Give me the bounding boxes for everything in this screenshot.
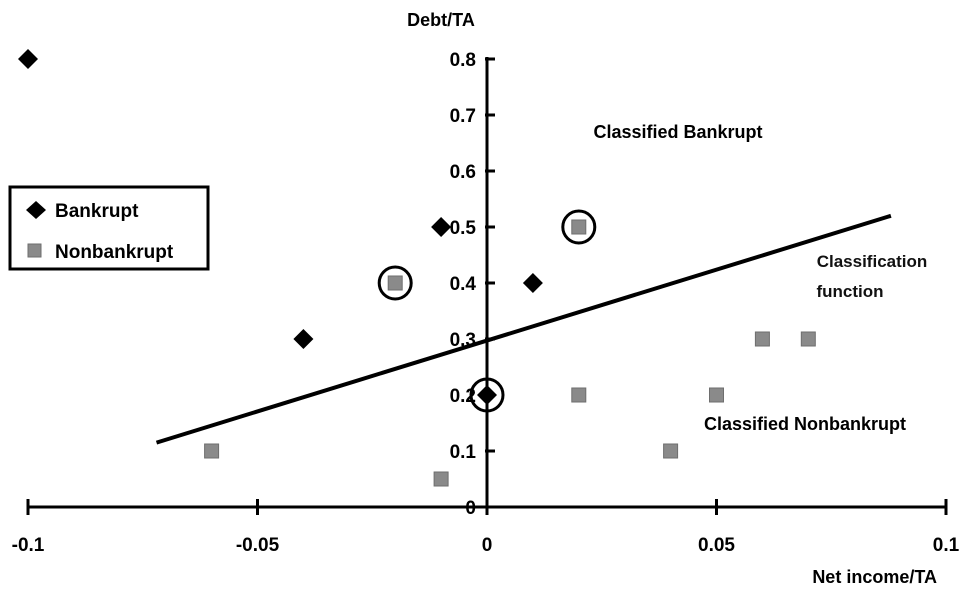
nonbankrupt-point (571, 387, 587, 403)
y-tick-label: 0.8 (450, 50, 476, 71)
annotation-classified-nonbankrupt: Classified Nonbankrupt (704, 414, 906, 434)
legend: Bankrupt Nonbankrupt (8, 185, 210, 271)
y-tick-label: 0.1 (450, 442, 477, 463)
tick-labels: -0.1 -0.05 0 0.05 0.1 0 0.1 0.2 0.3 0.4 0.5 0.6 0.7 0… (12, 50, 960, 556)
legend-label-nonbankrupt: Nonbankrupt (55, 242, 174, 263)
bankrupt-point (293, 329, 314, 349)
nonbankrupt-point (387, 275, 403, 291)
y-tick-label: 0.7 (450, 106, 476, 127)
x-tick-label: -0.05 (236, 535, 280, 556)
data-points (18, 49, 816, 487)
nonbankrupt-point (663, 443, 679, 459)
y-tick-label: 0 (465, 498, 476, 519)
nonbankrupt-point (571, 219, 587, 235)
bankrupt-point (522, 273, 543, 293)
legend-box (8, 185, 210, 271)
nonbankrupt-point (754, 331, 770, 347)
annotation-classification-function-line1: Classification (817, 252, 928, 271)
x-tick-label: 0.1 (933, 535, 960, 556)
nonbankrupt-point (800, 331, 816, 347)
legend-bankrupt-marker (26, 201, 46, 219)
bankrupt-point (477, 385, 497, 405)
misclassified-circle (469, 377, 505, 413)
nonbankrupt-point (709, 387, 724, 403)
nonbankrupt-point (204, 443, 220, 459)
annotation-classified-bankrupt: Classified Bankrupt (593, 122, 762, 142)
y-tick-label: 0.3 (450, 330, 476, 351)
bankrupt-point (431, 217, 452, 237)
x-axis-title: Net income/TA (812, 567, 937, 587)
legend-nonbankrupt-marker (27, 243, 42, 258)
nonbankrupt-point (433, 471, 449, 487)
misclassified-circle (561, 209, 597, 245)
x-tick-label: 0 (482, 535, 493, 556)
misclassified-circle (377, 265, 413, 301)
bankrupt-point (18, 49, 38, 69)
legend-label-bankrupt: Bankrupt (55, 201, 139, 222)
annotation-classification-function-line2: function (816, 282, 883, 301)
axes (26, 57, 948, 515)
y-tick-label: 0.2 (450, 386, 476, 407)
y-axis-title: Debt/TA (407, 10, 475, 30)
y-tick-label: 0.4 (450, 274, 477, 295)
y-tick-label: 0.5 (450, 218, 477, 239)
y-tick-label: 0.6 (450, 162, 476, 183)
x-tick-label: -0.1 (12, 535, 45, 556)
x-tick-label: 0.05 (698, 535, 735, 556)
classification-function-segment (155, 213, 892, 445)
classification-function-line (155, 213, 892, 445)
